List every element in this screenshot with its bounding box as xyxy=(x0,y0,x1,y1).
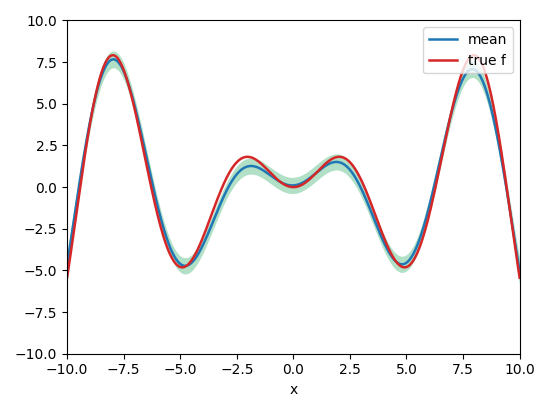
mean xyxy=(516,269,523,274)
mean xyxy=(334,159,340,164)
true f xyxy=(507,206,513,211)
mean xyxy=(64,263,70,268)
true f xyxy=(282,183,289,188)
true f xyxy=(109,53,116,58)
Line: mean: mean xyxy=(67,59,520,272)
true f xyxy=(279,181,286,186)
mean xyxy=(282,182,289,187)
true f xyxy=(310,174,316,179)
true f xyxy=(64,275,70,280)
mean xyxy=(279,181,286,186)
Legend: mean, true f: mean, true f xyxy=(424,28,513,73)
mean xyxy=(507,206,513,211)
true f xyxy=(436,169,442,173)
Line: true f: true f xyxy=(67,55,520,278)
true f xyxy=(334,154,340,159)
true f xyxy=(516,275,523,280)
X-axis label: x: x xyxy=(289,383,298,397)
mean xyxy=(310,173,316,178)
mean xyxy=(436,163,442,168)
mean xyxy=(110,57,117,62)
